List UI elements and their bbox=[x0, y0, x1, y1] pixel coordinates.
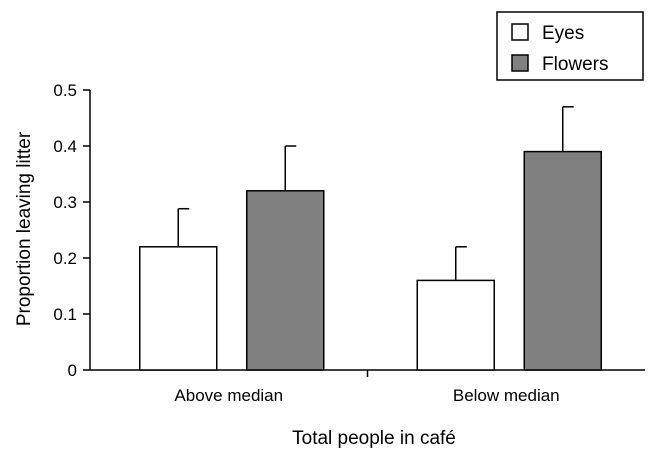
x-axis-title: Total people in café bbox=[292, 428, 456, 449]
y-tick-label: 0.2 bbox=[53, 249, 77, 268]
x-tick-label: Below median bbox=[453, 386, 560, 405]
x-tick-label: Above median bbox=[174, 386, 283, 405]
legend-label-eyes: Eyes bbox=[542, 23, 584, 44]
bar-eyes-below bbox=[416, 279, 495, 371]
legend-swatch-eyes bbox=[511, 23, 529, 41]
y-axis-ticks: 0 0.1 0.2 0.3 0.4 0.5 bbox=[53, 81, 90, 380]
y-tick-label: 0.1 bbox=[53, 305, 77, 324]
y-axis-title: Proportion leaving litter bbox=[14, 131, 35, 326]
x-axis-ticks: Above median Below median bbox=[174, 370, 560, 405]
bar-flowers-above bbox=[246, 190, 325, 371]
bar-eyes-above bbox=[139, 246, 218, 371]
y-tick-label: 0 bbox=[68, 361, 77, 380]
bar-flowers-below bbox=[523, 150, 602, 371]
chart-error-bars bbox=[177, 106, 574, 281]
y-tick-label: 0.4 bbox=[53, 137, 77, 156]
legend: Eyes Flowers bbox=[496, 11, 644, 81]
y-tick-label: 0.5 bbox=[53, 81, 77, 100]
legend-label-flowers: Flowers bbox=[542, 54, 609, 75]
legend-swatch-flowers bbox=[511, 54, 529, 72]
chart-bars bbox=[139, 150, 602, 371]
y-tick-label: 0.3 bbox=[53, 193, 77, 212]
